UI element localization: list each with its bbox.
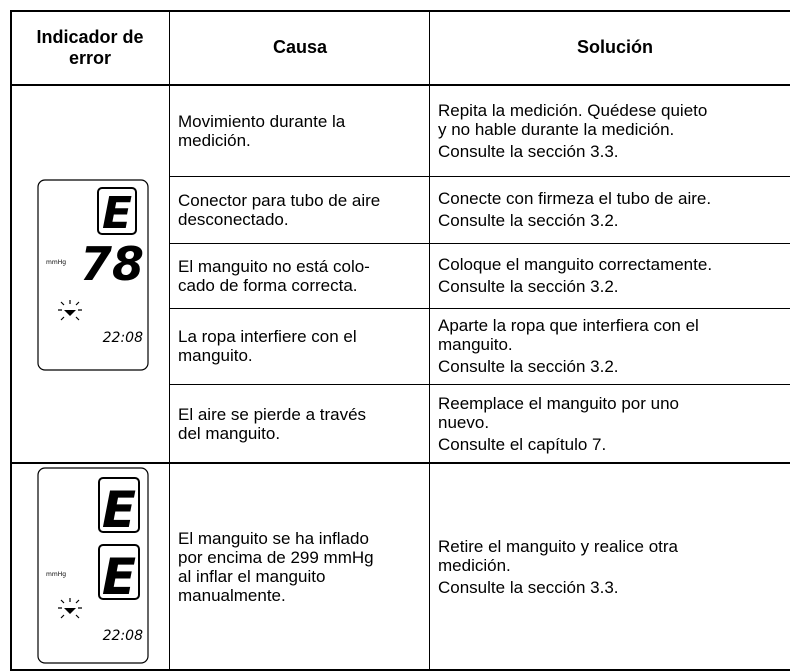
solution-text: Consulte la sección 3.2. [438, 357, 619, 376]
solution-text: Coloque el manguito correctamente. [438, 255, 713, 274]
cause-cell: El manguito se ha inflado por encima de … [178, 528, 374, 605]
lcd-time: 22:08 [103, 330, 143, 346]
lcd-display: E 78 mmHg 22:08 [37, 179, 149, 371]
lcd-unit: mmHg [46, 259, 66, 266]
solution-text: Consulte la sección 3.2. [438, 277, 619, 296]
cause-cell: El aire se pierde a través del manguito. [178, 404, 367, 443]
solution-cell: Conecte con firmeza el tubo de aire. Cons… [430, 176, 790, 243]
lcd-unit: mmHg [46, 571, 66, 578]
solution-cell: Coloque el manguito correctamente. Consul… [430, 243, 790, 308]
lcd-top: E [102, 481, 136, 539]
solution-text: Consulte la sección 3.2. [438, 211, 619, 230]
lcd-top: E [102, 188, 132, 239]
solution-cell: Reemplace el manguito por uno nuevo. Cons… [430, 384, 790, 463]
header-cell: Causa [272, 37, 328, 57]
rule [170, 243, 790, 244]
rule [169, 10, 170, 671]
solution-text: Repita la medición. Quédese quieto y no … [438, 100, 708, 139]
solution-cell: Aparte la ropa que interfiera con el man… [430, 308, 790, 384]
lcd-time: 22:08 [103, 628, 143, 644]
rule [10, 84, 790, 86]
solution-text: Consulte la sección 3.3. [438, 577, 619, 597]
lcd-bottom: 78 [80, 237, 144, 291]
header-cell: Indicador de error [36, 26, 144, 68]
cause-cell: Conector para tubo de aire desconectado. [178, 190, 381, 229]
rule [10, 669, 790, 671]
rule [170, 384, 790, 385]
cause-cell: La ropa interfiere con el manguito. [178, 327, 357, 365]
solution-text: Reemplace el manguito por uno nuevo. [438, 393, 679, 432]
rule [170, 308, 790, 309]
rule [10, 10, 790, 12]
solution-text: Consulte la sección 3.3. [438, 141, 619, 161]
lcd-display: E E mmHg 22:08 [37, 467, 149, 664]
cause-cell: Movimiento durante la medición. [178, 111, 346, 150]
solution-text: Conecte con firmeza el tubo de aire. [438, 189, 712, 208]
solution-cell: Repita la medición. Quédese quieto y no … [430, 85, 790, 176]
cause-cell: El manguito no está colo- cado de forma … [178, 256, 370, 295]
rule [10, 10, 12, 671]
solution-text: Consulte el capítulo 7. [438, 434, 607, 454]
rule [10, 462, 790, 464]
rule [429, 10, 430, 671]
lcd-bottom: E [102, 548, 136, 606]
solution-text: Aparte la ropa que interfiera con el man… [438, 316, 699, 354]
solution-cell: Retire el manguito y realice otra medici… [430, 463, 790, 670]
header-cell: Solución [577, 37, 653, 57]
solution-text: Retire el manguito y realice otra medici… [438, 536, 679, 575]
rule [170, 176, 790, 177]
